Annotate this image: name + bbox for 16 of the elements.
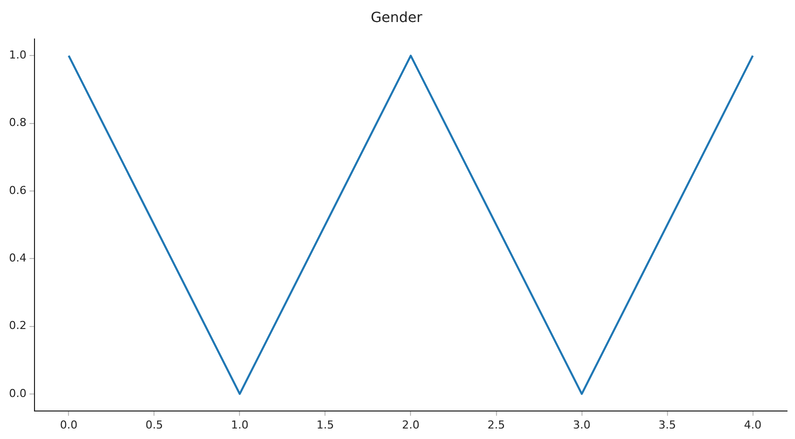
- x-tick-label: 4.0: [744, 418, 762, 432]
- x-tick-label: 0.0: [60, 418, 78, 432]
- y-tick-label: 0.6: [8, 184, 26, 197]
- y-tick-label: 0.4: [8, 251, 26, 264]
- x-tick-label: 1.0: [230, 418, 248, 432]
- y-tick-label: 0.2: [8, 319, 26, 332]
- x-tick-label: 3.5: [658, 418, 676, 432]
- x-tick-label: 3.0: [573, 418, 591, 432]
- x-tick-label: 2.0: [402, 418, 420, 432]
- y-tick-label: 0.8: [8, 116, 26, 130]
- x-tick-label: 1.5: [316, 418, 334, 432]
- x-tick-label: 0.5: [145, 418, 163, 432]
- x-tick-label: 2.5: [488, 418, 506, 432]
- y-tick-label: 1.0: [8, 48, 26, 62]
- y-tick-label: 0.0: [8, 386, 26, 400]
- chart-title: Gender: [370, 10, 423, 26]
